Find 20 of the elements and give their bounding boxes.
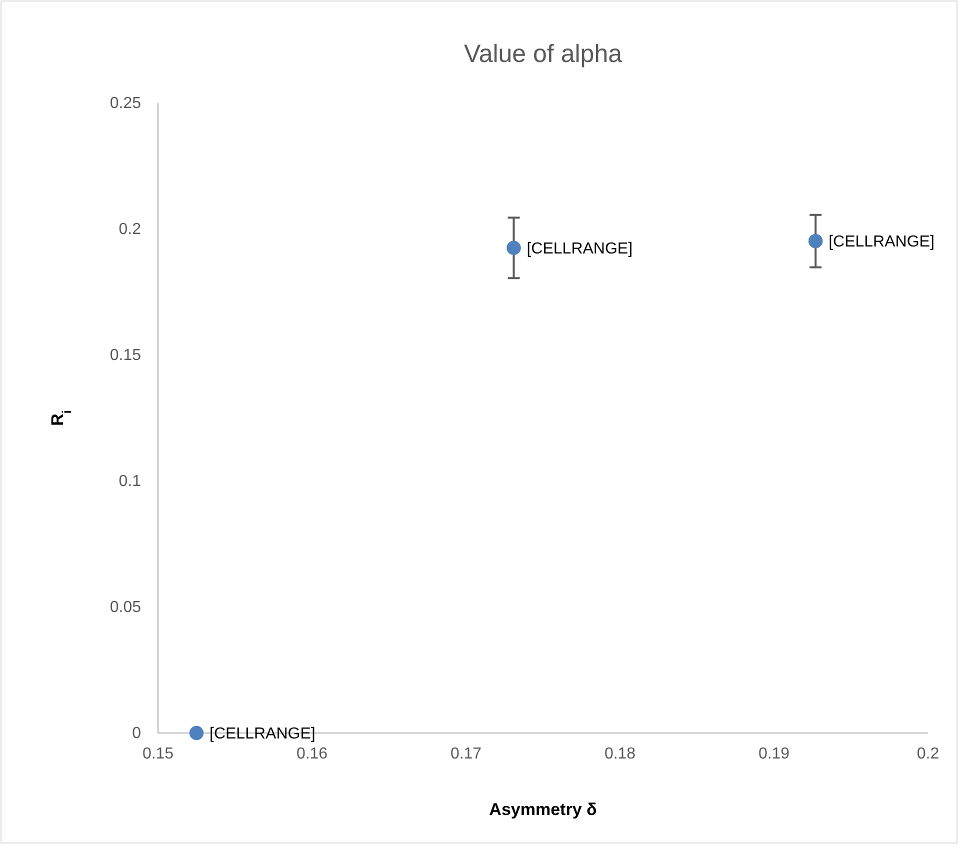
x-tick-label: 0.15: [142, 745, 174, 762]
data-label: [CELLRANGE]: [828, 234, 934, 251]
y-tick-label: 0.25: [110, 95, 142, 112]
y-tick-label: 0.15: [110, 347, 142, 364]
x-tick-label: 0.16: [296, 745, 328, 762]
x-axis-title: Asymmetry δ: [489, 800, 597, 819]
y-tick-label: 0.2: [118, 221, 142, 238]
point: [189, 726, 204, 740]
point: [506, 240, 521, 256]
point: [808, 234, 823, 248]
x-tick-label: 0.2: [916, 745, 940, 762]
y-tick-label: 0.1: [118, 473, 142, 490]
x-tick-label: 0.18: [604, 745, 636, 762]
y-tick-label: 0: [132, 725, 142, 742]
x-tick-label: 0.17: [450, 745, 482, 762]
y-tick-label: 0.05: [110, 599, 142, 616]
data-label: [CELLRANGE]: [210, 726, 316, 743]
chart-title: Value of alpha: [464, 40, 622, 68]
x-tick-label: 0.19: [758, 745, 790, 762]
data-label: [CELLRANGE]: [526, 240, 633, 258]
